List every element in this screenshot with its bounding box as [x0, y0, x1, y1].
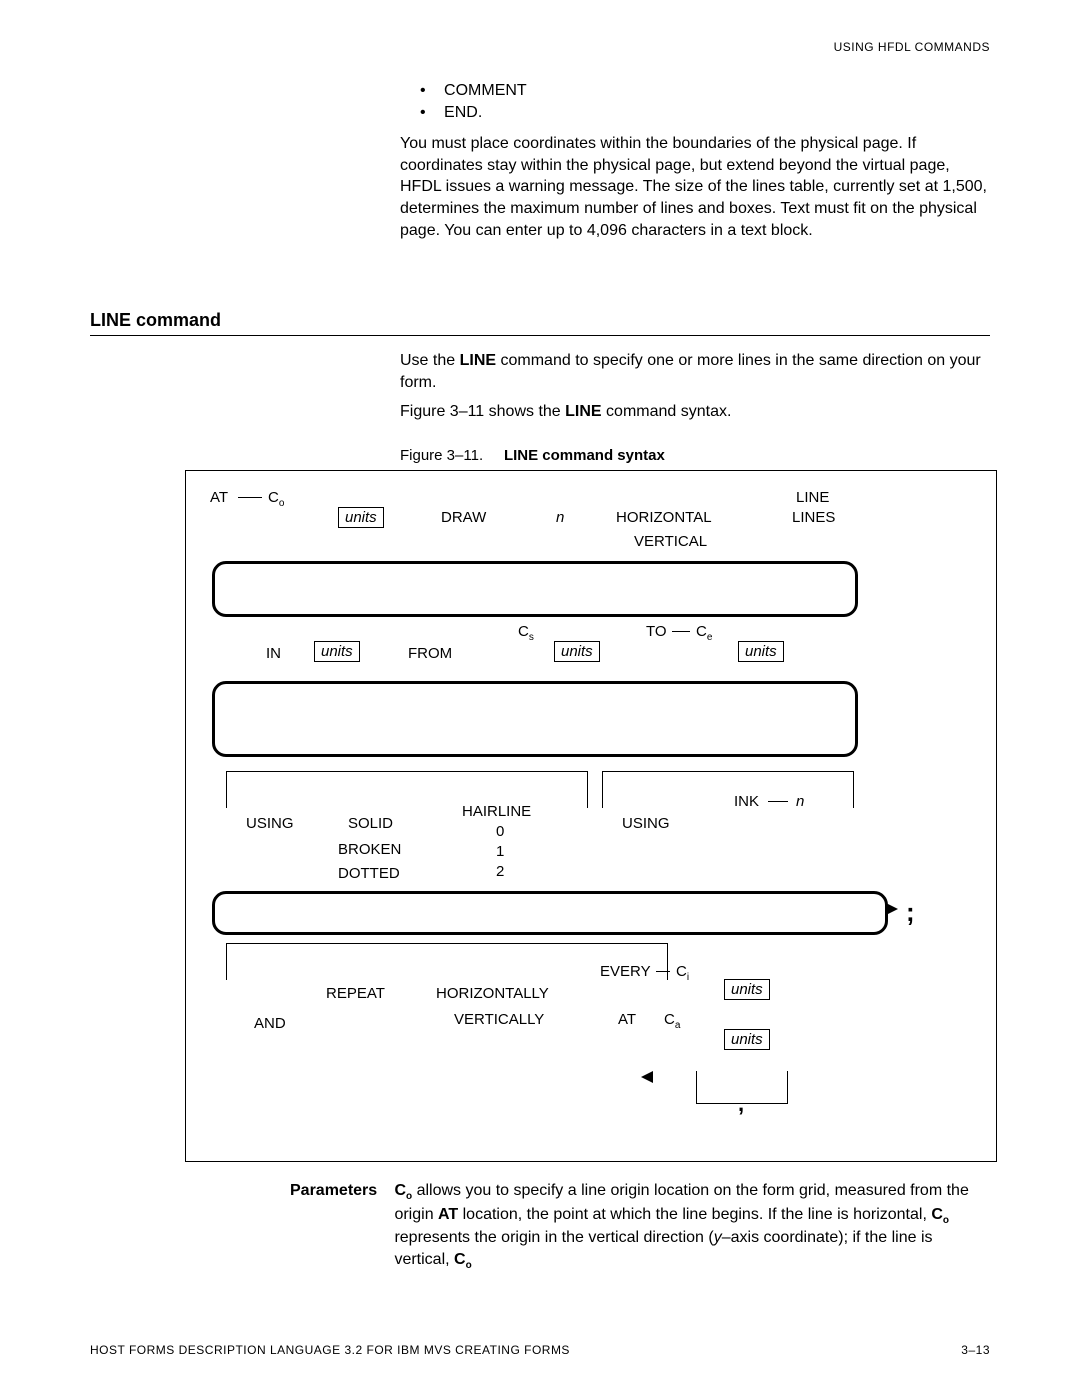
thin-rail [602, 771, 854, 808]
token-n: n [556, 509, 564, 526]
token-draw: DRAW [441, 509, 486, 526]
rail-box [212, 891, 888, 935]
token-2: 2 [496, 863, 504, 880]
bullet-list: COMMENT END. [400, 80, 990, 123]
caption-title: LINE command syntax [504, 447, 665, 464]
bold-text: LINE [565, 403, 601, 420]
rail-line [238, 497, 262, 498]
thin-rail [226, 771, 588, 808]
token-and: AND [254, 1015, 286, 1032]
token-dotted: DOTTED [338, 865, 400, 882]
token-ca: Ca [664, 1011, 680, 1031]
footer-text: HOST FORMS DESCRIPTION LANGUAGE 3.2 FOR … [90, 1343, 570, 1357]
rail-line [672, 631, 690, 632]
intro-p1: Use the LINE command to specify one or m… [400, 350, 990, 393]
units-box: units [724, 1029, 770, 1050]
token-solid: SOLID [348, 815, 393, 832]
token-co: Co [268, 489, 284, 509]
document-page: USING HFDL COMMANDS COMMENT END. You mus… [0, 0, 1080, 1397]
token-line: LINE [796, 489, 829, 506]
page-number: 3–13 [961, 1343, 990, 1357]
arrow-icon [886, 903, 898, 915]
token-vertical: VERTICAL [634, 533, 707, 550]
syntax-diagram: AT Co units DRAW n HORIZONTAL VERTICAL L… [185, 470, 997, 1162]
units-box: units [338, 507, 384, 528]
intro-paragraph: You must place coordinates within the bo… [400, 133, 990, 241]
token-horizontally: HORIZONTALLY [436, 985, 549, 1002]
units-box: units [738, 641, 784, 662]
token-to: TO [646, 623, 667, 640]
token-every: EVERY [600, 963, 651, 980]
token-horizontal: HORIZONTAL [616, 509, 712, 526]
token-from: FROM [408, 645, 452, 662]
token-using: USING [246, 815, 294, 832]
token-using-2: USING [622, 815, 670, 832]
intro-p2: Figure 3–11 shows the LINE command synta… [400, 401, 990, 423]
token-lines: LINES [792, 509, 835, 526]
units-box: units [314, 641, 360, 662]
text: command syntax. [602, 403, 732, 420]
page-footer: HOST FORMS DESCRIPTION LANGUAGE 3.2 FOR … [90, 1343, 990, 1357]
token-at: AT [210, 489, 228, 506]
token-0: 0 [496, 823, 504, 840]
token-ce: Ce [696, 623, 712, 643]
token-cs: Cs [518, 623, 534, 643]
rail-box [212, 681, 858, 757]
text: Use the [400, 352, 460, 369]
token-1: 1 [496, 843, 504, 860]
section-heading: LINE command [90, 310, 221, 331]
token-ci: Ci [676, 963, 689, 983]
section-rule [90, 335, 990, 336]
token-in: IN [266, 645, 281, 662]
token-vertically: VERTICALLY [454, 1011, 544, 1028]
rail-line [656, 971, 670, 972]
arrow-icon [641, 1071, 653, 1083]
token-repeat: REPEAT [326, 985, 385, 1002]
thin-rail [696, 1071, 788, 1104]
token-semicolon: ; [906, 897, 915, 928]
figure-caption: Figure 3–11. LINE command syntax [400, 447, 665, 464]
bullet-item: END. [400, 102, 990, 124]
units-box: units [554, 641, 600, 662]
bullet-item: COMMENT [400, 80, 990, 102]
running-header: USING HFDL COMMANDS [834, 40, 990, 54]
parameters-block: Parameters Co allows you to specify a li… [290, 1180, 990, 1273]
caption-prefix: Figure 3–11. [400, 447, 483, 464]
parameters-label: Parameters [290, 1180, 390, 1202]
token-at-2: AT [618, 1011, 636, 1028]
units-box: units [724, 979, 770, 1000]
intro-block: Use the LINE command to specify one or m… [400, 350, 990, 423]
top-content-block: COMMENT END. You must place coordinates … [400, 80, 990, 241]
token-broken: BROKEN [338, 841, 401, 858]
spacer [400, 393, 990, 401]
rail-box [212, 561, 858, 617]
bold-text: LINE [460, 352, 496, 369]
text: Figure 3–11 shows the [400, 403, 565, 420]
parameters-body: Co allows you to specify a line origin l… [394, 1180, 984, 1273]
